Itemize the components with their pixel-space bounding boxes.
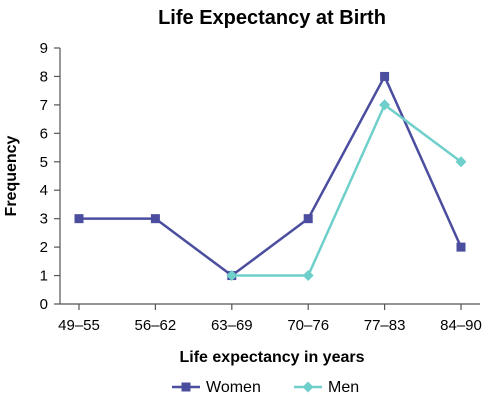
legend-marker <box>302 381 314 393</box>
y-tick-label: 1 <box>40 268 48 285</box>
data-point-men <box>302 270 314 282</box>
y-tick-label: 6 <box>40 125 48 142</box>
x-axis-ticks: 49–55 56–62 63–69 70–76 77–83 84–90 <box>58 304 482 334</box>
x-tick-label: 56–62 <box>135 317 177 334</box>
data-point-women <box>303 214 313 224</box>
y-tick-label: 8 <box>40 68 48 85</box>
x-axis-label: Life expectancy in years <box>180 349 365 366</box>
y-axis-label: Frequency <box>3 135 20 216</box>
x-tick-label: 70–76 <box>287 317 329 334</box>
y-tick-label: 9 <box>40 40 48 57</box>
data-point-men <box>455 156 467 168</box>
y-tick-label: 3 <box>40 211 48 228</box>
legend-label: Women <box>206 379 261 396</box>
y-tick-label: 2 <box>40 239 48 256</box>
legend: Women Men <box>172 379 359 396</box>
y-tick-label: 7 <box>40 97 48 114</box>
x-tick-label: 77–83 <box>364 317 406 334</box>
x-tick-label: 63–69 <box>211 317 253 334</box>
y-tick-label: 0 <box>40 296 48 313</box>
data-point-men <box>226 270 238 282</box>
legend-label: Men <box>328 379 359 396</box>
series-women <box>74 71 466 281</box>
data-point-women <box>380 71 390 81</box>
x-tick-label: 84–90 <box>440 317 482 334</box>
axes <box>59 48 480 305</box>
series-line-women <box>79 75 463 277</box>
series-layer <box>74 71 467 282</box>
legend-item-men: Men <box>294 379 359 396</box>
y-tick-label: 4 <box>40 182 48 199</box>
series-men <box>226 99 467 282</box>
data-point-women <box>150 214 160 224</box>
legend-marker <box>181 382 191 392</box>
legend-item-women: Women <box>172 379 261 396</box>
y-axis-ticks: 0 1 2 3 4 5 6 7 8 9 <box>40 40 60 313</box>
x-tick-label: 49–55 <box>58 317 100 334</box>
y-tick-label: 5 <box>40 154 48 171</box>
data-point-women <box>456 242 466 252</box>
series-line-men <box>231 103 462 277</box>
data-point-men <box>379 99 391 111</box>
data-point-women <box>74 214 84 224</box>
chart-title: Life Expectancy at Birth <box>158 7 386 29</box>
